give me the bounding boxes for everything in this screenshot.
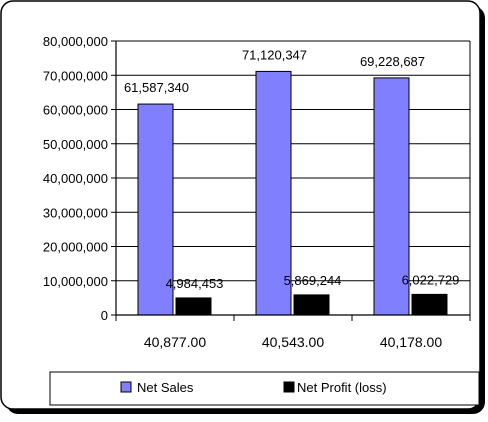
- y-tick-label: 30,000,000: [43, 205, 108, 220]
- x-tick-label: 40,178.00: [380, 334, 442, 350]
- y-tick-label: 50,000,000: [43, 137, 108, 152]
- y-tick-label: 40,000,000: [43, 171, 108, 186]
- grid-layer: [116, 40, 471, 315]
- data-label-net-profit: 6,022,729: [402, 272, 460, 287]
- legend-swatch-net-profit: [283, 381, 295, 393]
- bar-net-sales: [137, 103, 174, 316]
- bar-net-profit: [411, 293, 448, 316]
- y-tick-label: 70,000,000: [43, 68, 108, 83]
- data-label-net-sales: 71,120,347: [242, 47, 307, 62]
- chart-frame: [0, 0, 481, 410]
- bar-net-profit: [175, 297, 212, 316]
- bar-layer: [137, 70, 448, 316]
- bar-net-profit: [293, 294, 330, 316]
- data-label-net-profit: 4,984,453: [166, 276, 224, 291]
- data-label-net-profit: 5,869,244: [284, 273, 342, 288]
- y-tick-label: 10,000,000: [43, 274, 108, 289]
- legend: Net Sales Net Profit (loss): [49, 371, 480, 406]
- legend-label-net-profit: Net Profit (loss): [297, 380, 387, 395]
- legend-swatch-net-sales: [120, 381, 132, 393]
- data-label-layer: 61,587,340 4,984,453 71,120,347 5,869,244 69…: [124, 47, 459, 291]
- x-tick-label: 40,543.00: [262, 334, 324, 350]
- legend-box: [49, 371, 480, 406]
- y-tick-label: 60,000,000: [43, 103, 108, 118]
- y-tick-label: 80,000,000: [43, 34, 108, 49]
- y-tick-label: 20,000,000: [43, 240, 108, 255]
- axis-layer: 0 10,000,000 20,000,000 30,000,000 40,000,00…: [43, 34, 471, 350]
- y-tick-label: 0: [101, 308, 108, 323]
- legend-label-net-sales: Net Sales: [137, 380, 194, 395]
- x-tick-label: 40,877.00: [144, 334, 206, 350]
- data-label-net-sales: 69,228,687: [360, 54, 425, 69]
- data-label-net-sales: 61,587,340: [124, 80, 189, 95]
